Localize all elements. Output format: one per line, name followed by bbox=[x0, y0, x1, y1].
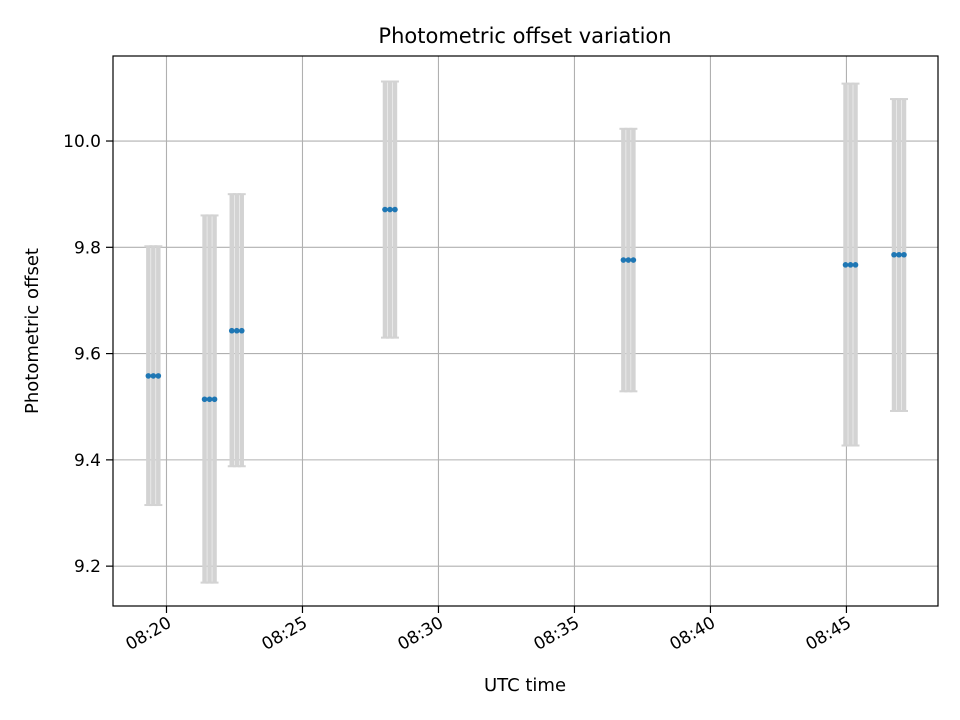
data-point bbox=[387, 206, 393, 213]
y-tick-label: 9.2 bbox=[74, 557, 101, 577]
y-tick-label: 9.8 bbox=[74, 238, 101, 258]
x-tick-label: 08:30 bbox=[395, 613, 447, 655]
x-tick-label: 08:20 bbox=[123, 613, 175, 655]
error-bars bbox=[144, 80, 909, 584]
y-tick-label: 9.6 bbox=[74, 345, 101, 365]
data-point bbox=[238, 327, 245, 334]
data-point bbox=[852, 262, 859, 268]
data-point bbox=[847, 262, 854, 268]
y-axis-label: Photometric offset bbox=[22, 248, 43, 414]
data-point bbox=[896, 251, 902, 258]
data-point bbox=[382, 206, 388, 213]
data-point bbox=[145, 373, 152, 379]
plot-frame bbox=[112, 55, 939, 607]
data-point bbox=[233, 327, 240, 334]
x-tick-label: 08:40 bbox=[667, 613, 719, 655]
data-point bbox=[901, 251, 907, 258]
x-axis-label: UTC time bbox=[484, 675, 566, 696]
y-tick-label: 10.0 bbox=[63, 132, 101, 152]
x-tick-label: 08:35 bbox=[531, 613, 583, 655]
data-point bbox=[392, 206, 398, 213]
data-point bbox=[630, 257, 637, 263]
axis-ticks: 08:20 08:25 08:30 08:35 08:40 08:45 9.2 9.4 9.6 9… bbox=[63, 132, 855, 655]
data-point bbox=[842, 262, 849, 268]
data-point bbox=[155, 373, 162, 379]
data-point bbox=[201, 396, 208, 403]
data-points bbox=[145, 206, 907, 403]
data-point bbox=[150, 373, 157, 379]
x-tick-label: 08:25 bbox=[259, 613, 311, 655]
x-tick-label: 08:45 bbox=[802, 613, 854, 655]
data-point bbox=[206, 396, 213, 403]
y-tick-label: 9.4 bbox=[74, 451, 101, 471]
data-point bbox=[620, 257, 627, 263]
data-point bbox=[211, 396, 218, 403]
data-point bbox=[625, 257, 632, 263]
data-point bbox=[891, 251, 897, 258]
data-point bbox=[228, 327, 235, 334]
chart-title: Photometric offset variation bbox=[378, 24, 671, 48]
